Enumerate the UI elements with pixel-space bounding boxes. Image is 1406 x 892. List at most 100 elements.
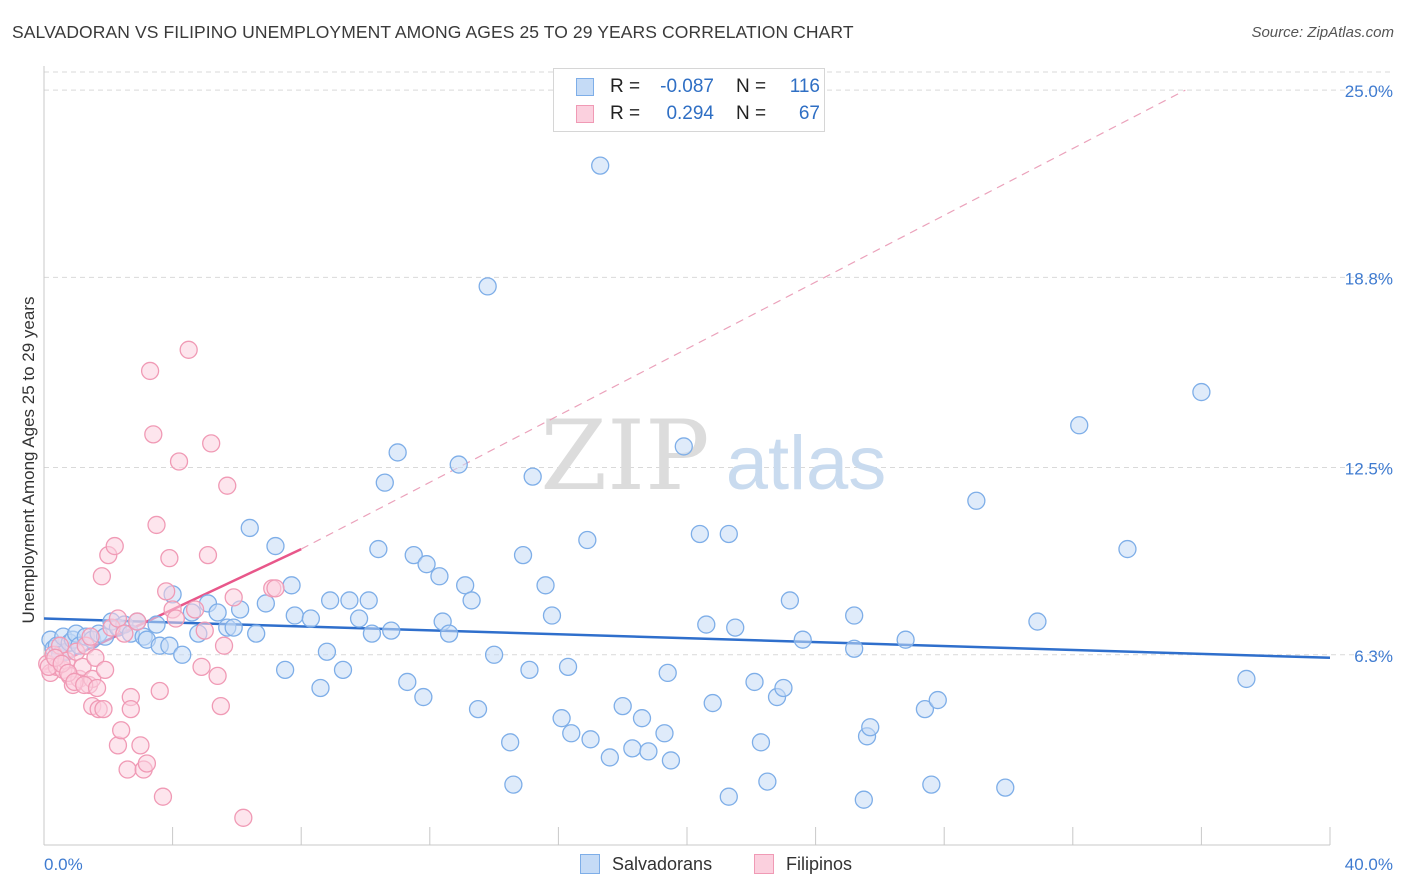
point-salvadorans bbox=[468, 699, 488, 719]
point-salvadorans bbox=[915, 699, 935, 719]
point-filipinos bbox=[87, 678, 107, 698]
point-salvadorans bbox=[388, 443, 407, 462]
point-salvadorans bbox=[600, 748, 619, 767]
trend-extension-filipinos bbox=[300, 89, 1186, 550]
point-filipinos bbox=[192, 657, 211, 676]
point-salvadorans bbox=[240, 518, 259, 538]
point-filipinos bbox=[140, 361, 160, 381]
point-salvadorans bbox=[340, 591, 359, 610]
point-filipinos bbox=[169, 452, 189, 471]
point-salvadorans bbox=[414, 687, 433, 707]
legend-n-label: N = bbox=[736, 76, 767, 97]
point-salvadorans bbox=[536, 576, 555, 595]
point-salvadorans bbox=[417, 555, 436, 574]
point-salvadorans bbox=[224, 618, 243, 637]
point-salvadorans bbox=[922, 775, 941, 794]
point-salvadorans bbox=[1070, 416, 1089, 435]
legend-swatch-filipinos bbox=[576, 105, 594, 123]
bottom-legend-salvadorans[interactable]: Salvadorans bbox=[580, 852, 712, 876]
legend-row-filipinos: R = 0.294 N = 67 bbox=[576, 101, 820, 127]
point-salvadorans bbox=[439, 624, 459, 643]
point-salvadorans bbox=[523, 467, 542, 486]
point-salvadorans bbox=[996, 778, 1015, 797]
point-filipinos bbox=[160, 548, 179, 568]
legend-r-label: R = bbox=[610, 76, 641, 97]
point-filipinos bbox=[208, 666, 227, 686]
legend-swatch-salvadorans bbox=[576, 78, 594, 96]
point-salvadorans bbox=[854, 790, 873, 809]
point-filipinos bbox=[218, 476, 237, 495]
legend-r-label: R = bbox=[610, 103, 641, 124]
point-salvadorans bbox=[160, 636, 179, 655]
point-salvadorans bbox=[578, 530, 597, 550]
point-salvadorans bbox=[690, 524, 710, 544]
point-salvadorans bbox=[719, 524, 738, 544]
point-filipinos bbox=[185, 600, 205, 619]
point-salvadorans bbox=[967, 491, 986, 510]
point-filipinos bbox=[81, 627, 100, 646]
point-filipinos bbox=[128, 612, 147, 631]
point-salvadorans bbox=[1237, 669, 1256, 689]
point-salvadorans bbox=[285, 606, 304, 625]
bottom-legend-swatch-filipinos bbox=[754, 854, 774, 874]
point-salvadorans bbox=[404, 545, 423, 565]
point-filipinos bbox=[131, 736, 150, 755]
point-salvadorans bbox=[501, 733, 520, 752]
y-tick-label: 12.5% bbox=[1345, 460, 1393, 479]
point-filipinos bbox=[105, 536, 124, 556]
point-salvadorans bbox=[362, 624, 382, 643]
point-filipinos bbox=[150, 681, 169, 701]
y-axis-label: Unemployment Among Ages 25 to 29 years bbox=[19, 296, 38, 624]
legend-n-value: 116 bbox=[789, 76, 820, 97]
bottom-legend-label-salvadorans: Salvadorans bbox=[612, 853, 713, 874]
point-salvadorans bbox=[542, 606, 562, 625]
point-filipinos bbox=[179, 340, 198, 359]
x-tick-label: 0.0% bbox=[44, 855, 83, 874]
point-salvadorans bbox=[793, 630, 812, 649]
point-filipinos bbox=[112, 721, 131, 740]
bottom-legend-label-filipinos: Filipinos bbox=[786, 853, 853, 874]
point-salvadorans bbox=[369, 539, 388, 559]
y-tick-label: 25.0% bbox=[1345, 82, 1393, 101]
point-salvadorans bbox=[697, 615, 716, 634]
point-salvadorans bbox=[520, 660, 539, 680]
point-salvadorans bbox=[430, 567, 449, 586]
point-salvadorans bbox=[1192, 382, 1211, 402]
point-filipinos bbox=[118, 760, 137, 779]
chart-title: SALVADORAN VS FILIPINO UNEMPLOYMENT AMON… bbox=[12, 22, 854, 42]
point-salvadorans bbox=[349, 609, 369, 628]
correlation-legend: R = -0.087 N = 116 R = 0.294 N = 67 bbox=[553, 68, 825, 132]
point-filipinos bbox=[224, 588, 243, 607]
point-salvadorans bbox=[208, 603, 227, 622]
watermark-atlas: atlas bbox=[726, 421, 887, 506]
point-salvadorans bbox=[449, 455, 468, 474]
point-salvadorans bbox=[333, 660, 353, 680]
point-salvadorans bbox=[661, 751, 681, 770]
point-salvadorans bbox=[774, 678, 793, 698]
point-salvadorans bbox=[247, 624, 266, 643]
point-salvadorans bbox=[317, 642, 337, 661]
point-filipinos bbox=[121, 699, 140, 719]
point-salvadorans bbox=[275, 660, 295, 680]
point-filipinos bbox=[153, 787, 173, 806]
point-salvadorans bbox=[301, 609, 320, 628]
y-tick-label: 6.3% bbox=[1354, 647, 1393, 666]
point-salvadorans bbox=[562, 724, 581, 743]
point-filipinos bbox=[211, 696, 230, 716]
bottom-legend-swatch-salvadorans bbox=[580, 854, 600, 874]
legend-n-label: N = bbox=[736, 103, 767, 124]
point-filipinos bbox=[202, 434, 221, 453]
point-salvadorans bbox=[320, 591, 340, 610]
tick-labels: 6.3% 12.5% 18.8% 25.0% 0.0% 40.0% bbox=[44, 82, 1393, 874]
y-tick-label: 18.8% bbox=[1345, 269, 1393, 288]
legend-r-value: -0.087 bbox=[660, 76, 714, 97]
point-filipinos bbox=[92, 567, 112, 586]
bottom-legend-filipinos[interactable]: Filipinos bbox=[754, 852, 852, 876]
point-salvadorans bbox=[282, 576, 301, 595]
source-label: Source: ZipAtlas.com bbox=[1251, 24, 1394, 41]
point-filipinos bbox=[94, 699, 113, 719]
point-filipinos bbox=[144, 425, 163, 444]
point-filipinos bbox=[198, 545, 218, 565]
point-filipinos bbox=[86, 648, 105, 667]
